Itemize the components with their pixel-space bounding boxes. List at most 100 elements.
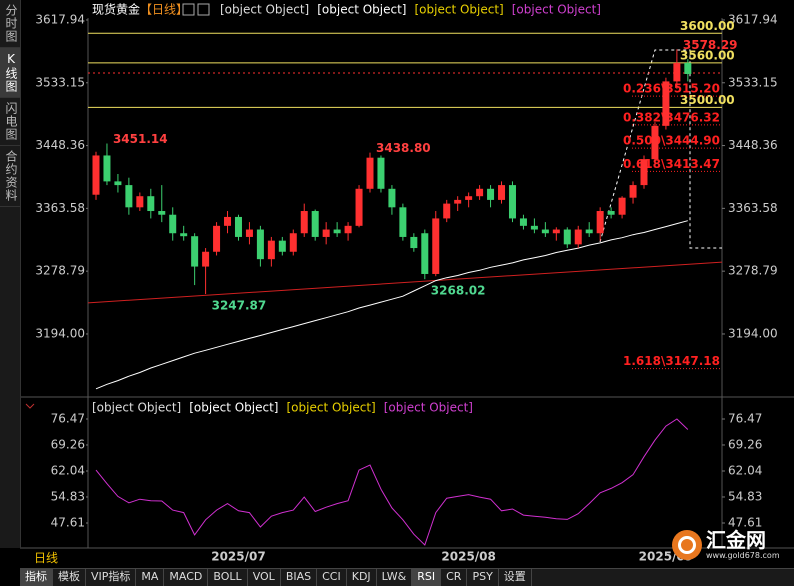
candle-body bbox=[344, 225, 352, 234]
candle-body bbox=[245, 229, 253, 237]
toolbar-item[interactable]: LW& bbox=[377, 569, 413, 586]
price-label: 3578.29 bbox=[683, 38, 738, 52]
candle-body bbox=[366, 157, 374, 189]
x-tick-label: 2025/08 bbox=[441, 550, 495, 564]
candle-body bbox=[224, 216, 232, 226]
y-tick-label: 3533.15 bbox=[728, 75, 778, 89]
legend-item: [object Object] bbox=[512, 3, 601, 17]
x-tick-label: 2025/07 bbox=[211, 550, 265, 564]
chart-title: 现货黄金 bbox=[92, 2, 140, 17]
candle-body bbox=[629, 185, 637, 198]
candle-body bbox=[673, 62, 681, 82]
rsi-line bbox=[95, 418, 689, 546]
y-tick-label: 54.83 bbox=[51, 489, 85, 503]
candle-body bbox=[103, 155, 111, 182]
toolbar-item[interactable]: BOLL bbox=[208, 569, 248, 586]
sidebar: 分时图 K线图 闪电图 合约资料 bbox=[0, 0, 21, 548]
y-tick-label: 3363.58 bbox=[35, 201, 85, 215]
legend-item: [object Object] bbox=[287, 401, 376, 415]
toolbar-item[interactable]: PSY bbox=[467, 569, 499, 586]
candle-body bbox=[92, 155, 100, 195]
candle-body bbox=[377, 157, 385, 189]
candle-body bbox=[333, 229, 341, 234]
candle-body bbox=[454, 199, 462, 204]
period-tab[interactable]: 日线 bbox=[34, 551, 59, 565]
candle-body bbox=[541, 229, 549, 234]
y-tick-label: 76.47 bbox=[728, 411, 762, 425]
candle-body bbox=[530, 225, 538, 230]
y-tick-label: 76.47 bbox=[51, 411, 85, 425]
candle-body bbox=[256, 229, 264, 260]
price-label: 3451.14 bbox=[113, 132, 168, 146]
candle-body bbox=[191, 236, 199, 267]
candle-body bbox=[158, 211, 166, 215]
y-tick-label: 69.26 bbox=[728, 437, 762, 451]
toolbar-item[interactable]: MA bbox=[136, 569, 165, 586]
drawing-dashed bbox=[599, 49, 722, 249]
toolbar-item[interactable]: 模板 bbox=[53, 569, 86, 586]
ma-line bbox=[95, 220, 688, 390]
candle-body bbox=[355, 188, 363, 226]
price-level-label: 3600.00 bbox=[680, 19, 735, 33]
y-tick-label: 3278.79 bbox=[728, 264, 778, 278]
toolbar-item[interactable]: VOL bbox=[248, 569, 281, 586]
candle-body bbox=[234, 216, 242, 237]
toolbar-item[interactable]: 设置 bbox=[499, 569, 532, 586]
candle-body bbox=[585, 229, 593, 234]
toolbar-item[interactable]: RSI bbox=[412, 569, 442, 586]
candle-body bbox=[607, 211, 615, 215]
sidebar-tab[interactable]: 合约资料 bbox=[0, 146, 20, 207]
y-tick-label: 3617.94 bbox=[728, 12, 778, 26]
toolbar-item[interactable]: CR bbox=[441, 569, 468, 586]
candle-body bbox=[508, 185, 516, 219]
candle-body bbox=[552, 229, 560, 234]
candle-body bbox=[322, 229, 330, 237]
sidebar-tab[interactable]: K线图 bbox=[0, 48, 20, 98]
y-tick-label: 3278.79 bbox=[35, 264, 85, 278]
candle-body bbox=[278, 240, 286, 252]
candle-body bbox=[563, 229, 571, 245]
toolbar-item[interactable]: VIP指标 bbox=[86, 569, 137, 586]
legend-item: [object Object] bbox=[415, 3, 504, 17]
y-tick-label: 3448.36 bbox=[35, 138, 85, 152]
candle-body bbox=[147, 196, 155, 212]
icon[interactable] bbox=[182, 3, 195, 16]
candle-body bbox=[114, 181, 122, 186]
candle-body bbox=[519, 218, 527, 226]
price-label: 3268.02 bbox=[431, 284, 486, 298]
candle-body bbox=[432, 218, 440, 274]
candle-body bbox=[443, 203, 451, 219]
sidebar-tab[interactable]: 分时图 bbox=[0, 0, 20, 48]
legend-item: [object Object] bbox=[189, 401, 278, 415]
price-level-label: 3560.00 bbox=[680, 48, 735, 62]
candle-body bbox=[684, 62, 692, 74]
candle-body bbox=[180, 233, 188, 237]
fib-label: 0.236\3515.20 bbox=[623, 82, 720, 96]
toolbar-item[interactable]: MACD bbox=[164, 569, 209, 586]
candle-body bbox=[202, 251, 210, 267]
candle-body bbox=[125, 185, 133, 208]
candle-body bbox=[498, 185, 506, 200]
candle-body bbox=[618, 197, 626, 215]
watermark-logo bbox=[672, 530, 702, 560]
legend-item: [object Object] bbox=[317, 3, 406, 17]
toolbar-item[interactable]: KDJ bbox=[347, 569, 377, 586]
fib-label: 0.500\3444.90 bbox=[623, 134, 720, 148]
toolbar-item[interactable]: BIAS bbox=[281, 569, 318, 586]
icon[interactable] bbox=[197, 3, 210, 16]
toolbar-item[interactable]: CCI bbox=[317, 569, 347, 586]
y-tick-label: 54.83 bbox=[728, 489, 762, 503]
candle-body bbox=[421, 233, 429, 274]
y-tick-label: 3533.15 bbox=[35, 75, 85, 89]
y-tick-label: 69.26 bbox=[51, 437, 85, 451]
candle-body bbox=[311, 211, 319, 237]
sidebar-tab[interactable]: 闪电图 bbox=[0, 98, 20, 146]
y-tick-label: 47.61 bbox=[728, 515, 762, 529]
toolbar-item[interactable]: 指标 bbox=[20, 569, 53, 586]
y-tick-label: 62.04 bbox=[728, 463, 762, 477]
candle-body bbox=[574, 229, 582, 245]
legend-item: [object Object] bbox=[220, 3, 309, 17]
y-tick-label: 3194.00 bbox=[35, 326, 85, 340]
candle-body bbox=[640, 159, 648, 186]
